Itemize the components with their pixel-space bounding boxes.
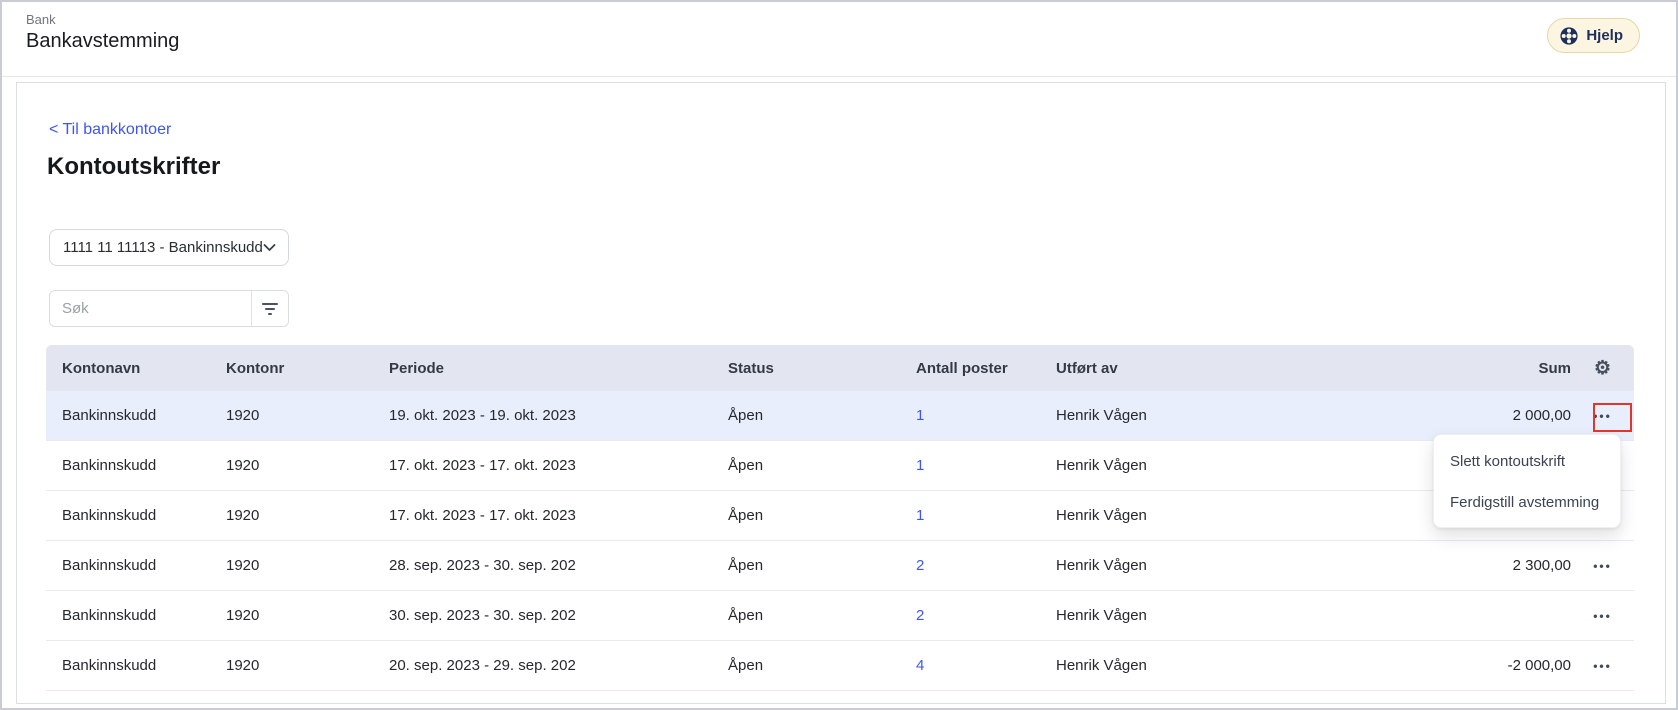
antall-poster-link[interactable]: 4 (916, 657, 925, 674)
cell-utfort-av: Henrik Vågen (1056, 407, 1147, 424)
cell-kontonr: 1920 (226, 557, 260, 574)
antall-poster-link[interactable]: 2 (916, 557, 925, 574)
table-body: Bankinnskudd 1920 19. okt. 2023 - 19. ok… (46, 391, 1634, 691)
cell-status: Åpen (728, 457, 764, 474)
cell-kontonavn: Bankinnskudd (62, 557, 157, 574)
cell-periode: 28. sep. 2023 - 30. sep. 202 (389, 557, 576, 574)
cell-utfort-av: Henrik Vågen (1056, 507, 1147, 524)
column-header-kontonr: Kontonr (226, 359, 285, 377)
cell-kontonavn: Bankinnskudd (62, 407, 157, 424)
row-actions-ellipsis-button[interactable]: ••• (1591, 604, 1614, 628)
topbar: Bank Bankavstemming Hjelp (2, 2, 1676, 77)
filter-button[interactable] (251, 291, 288, 326)
cell-kontonavn: Bankinnskudd (62, 607, 157, 624)
back-to-bank-accounts-link[interactable]: < Til bankkontoer (49, 121, 172, 138)
cell-kontonr: 1920 (226, 457, 260, 474)
cell-sum: -2 000,00 (1507, 657, 1571, 674)
help-button[interactable]: Hjelp (1547, 18, 1640, 53)
cell-kontonavn: Bankinnskudd (62, 657, 157, 674)
cell-periode: 20. sep. 2023 - 29. sep. 202 (389, 657, 576, 674)
cell-kontonr: 1920 (226, 607, 260, 624)
life-buoy-icon (1559, 26, 1579, 46)
search-bar (49, 290, 289, 327)
cell-status: Åpen (728, 607, 764, 624)
row-actions-ellipsis-button[interactable]: ••• (1591, 404, 1614, 428)
cell-utfort-av: Henrik Vågen (1056, 657, 1147, 674)
cell-periode: 19. okt. 2023 - 19. okt. 2023 (389, 407, 576, 424)
cell-utfort-av: Henrik Vågen (1056, 607, 1147, 624)
content-card: < Til bankkontoer Kontoutskrifter 1111 1… (16, 82, 1666, 704)
column-header-utfort-av: Utført av (1056, 359, 1118, 377)
antall-poster-link[interactable]: 2 (916, 607, 925, 624)
filter-icon (262, 302, 279, 315)
table-row: Bankinnskudd 1920 28. sep. 2023 - 30. se… (46, 541, 1634, 591)
column-header-periode: Periode (389, 359, 445, 377)
help-button-label: Hjelp (1586, 27, 1623, 44)
table-row: Bankinnskudd 1920 17. okt. 2023 - 17. ok… (46, 441, 1634, 491)
chevron-down-icon (263, 243, 276, 252)
column-header-sum: Sum (1538, 359, 1571, 377)
account-dropdown[interactable]: 1111 11 11113 - Bankinnskudd (49, 229, 289, 266)
cell-kontonr: 1920 (226, 657, 260, 674)
table-row: Bankinnskudd 1920 30. sep. 2023 - 30. se… (46, 591, 1634, 641)
cell-sum: 2 000,00 (1512, 407, 1571, 424)
search-input[interactable] (50, 291, 252, 326)
cell-utfort-av: Henrik Vågen (1056, 457, 1147, 474)
cell-kontonavn: Bankinnskudd (62, 457, 157, 474)
breadcrumb: Bank (26, 12, 56, 27)
antall-poster-link[interactable]: 1 (916, 407, 925, 424)
table-row: Bankinnskudd 1920 20. sep. 2023 - 29. se… (46, 641, 1634, 691)
menu-item-finish-reconciliation[interactable]: Ferdigstill avstemming (1450, 494, 1600, 511)
cell-status: Åpen (728, 407, 764, 424)
column-header-status: Status (728, 359, 774, 377)
cell-periode: 17. okt. 2023 - 17. okt. 2023 (389, 457, 576, 474)
page-title: Bankavstemming (26, 30, 180, 52)
cell-periode: 30. sep. 2023 - 30. sep. 202 (389, 607, 576, 624)
statements-table: Kontonavn Kontonr Periode Status Antall … (46, 345, 1634, 691)
antall-poster-link[interactable]: 1 (916, 457, 925, 474)
table-row: Bankinnskudd 1920 17. okt. 2023 - 17. ok… (46, 491, 1634, 541)
cell-status: Åpen (728, 507, 764, 524)
section-heading: Kontoutskrifter (47, 153, 221, 180)
cell-kontonavn: Bankinnskudd (62, 507, 157, 524)
menu-item-delete-statement[interactable]: Slett kontoutskrift (1450, 453, 1566, 470)
cell-periode: 17. okt. 2023 - 17. okt. 2023 (389, 507, 576, 524)
table-settings-gear-icon[interactable]: ⚙ (1593, 358, 1612, 378)
cell-sum: 2 300,00 (1512, 557, 1571, 574)
column-header-antall-poster: Antall poster (916, 359, 1008, 377)
row-actions-ellipsis-button[interactable]: ••• (1591, 554, 1614, 578)
row-context-menu: Slett kontoutskrift Ferdigstill avstemmi… (1433, 434, 1621, 528)
account-dropdown-value: 1111 11 11113 - Bankinnskudd (63, 239, 263, 256)
cell-kontonr: 1920 (226, 407, 260, 424)
cell-kontonr: 1920 (226, 507, 260, 524)
antall-poster-link[interactable]: 1 (916, 507, 925, 524)
table-row: Bankinnskudd 1920 19. okt. 2023 - 19. ok… (46, 391, 1634, 441)
cell-status: Åpen (728, 657, 764, 674)
row-actions-ellipsis-button[interactable]: ••• (1591, 654, 1614, 678)
column-header-kontonavn: Kontonavn (62, 359, 141, 377)
cell-status: Åpen (728, 557, 764, 574)
cell-utfort-av: Henrik Vågen (1056, 557, 1147, 574)
table-header-row: Kontonavn Kontonr Periode Status Antall … (46, 345, 1634, 391)
